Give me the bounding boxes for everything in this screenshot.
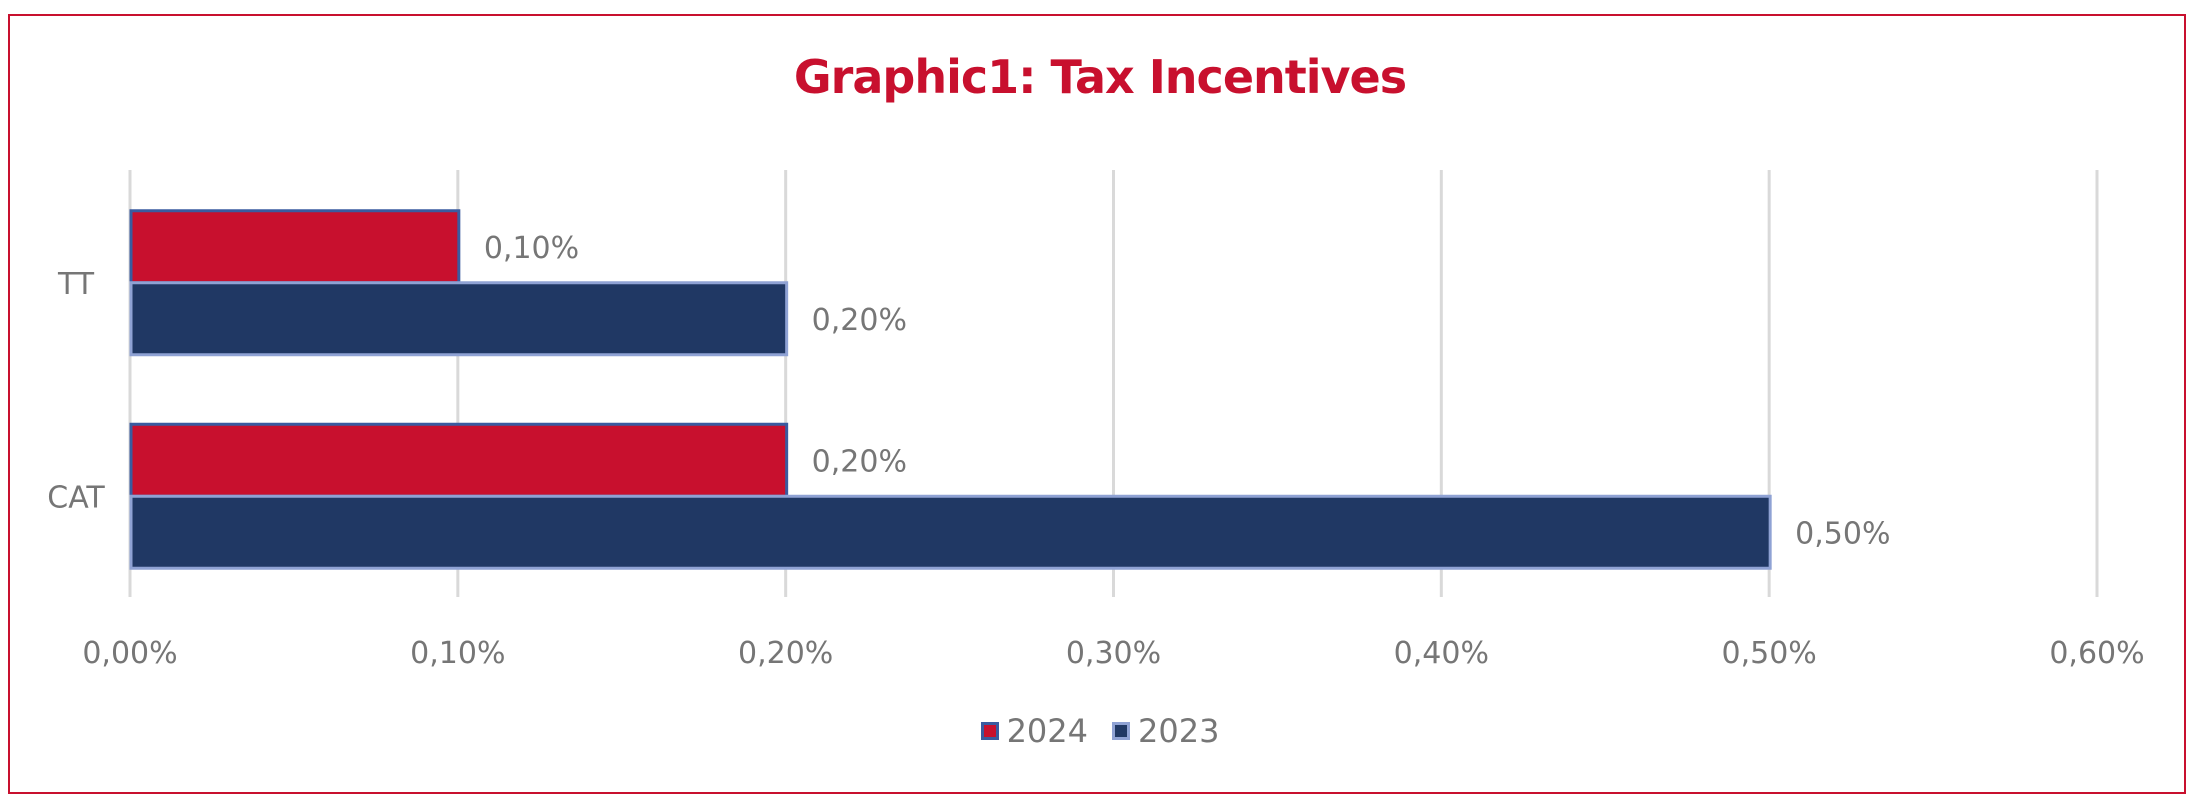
legend-item-2023[interactable]: 2023 bbox=[1112, 712, 1219, 750]
chart-title: Graphic1: Tax Incentives bbox=[793, 50, 1407, 104]
legend-swatch-2024 bbox=[980, 722, 999, 740]
legend-swatch-2023 bbox=[1112, 722, 1130, 740]
legend-label-2023: 2023 bbox=[1138, 712, 1220, 750]
chart-frame bbox=[8, 14, 2186, 794]
data-label-cat-2023: 0,50% bbox=[1795, 516, 1890, 551]
legend: 2024 2023 bbox=[0, 712, 2200, 750]
x-tick-label: 0,20% bbox=[738, 636, 833, 671]
data-labels: 0,10% 0,20% 0,20% 0,50% bbox=[484, 231, 1891, 552]
x-tick-label: 0,30% bbox=[1066, 636, 1161, 671]
bar-tt-2024[interactable] bbox=[129, 209, 461, 285]
x-tick-label: 0,00% bbox=[82, 636, 177, 671]
category-labels: TT CAT bbox=[47, 267, 105, 516]
x-tick-labels: 0,00% 0,10% 0,20% 0,30% 0,40% 0,50% 0,60% bbox=[82, 636, 2144, 671]
data-label-cat-2024: 0,20% bbox=[812, 444, 907, 479]
data-label-tt-2023: 0,20% bbox=[812, 303, 907, 338]
x-tick-label: 0,10% bbox=[410, 636, 505, 671]
x-tick-label: 0,40% bbox=[1394, 636, 1489, 671]
bar-cat-2024[interactable] bbox=[129, 422, 789, 498]
bar-tt-2023[interactable] bbox=[129, 281, 789, 357]
legend-item-2024[interactable]: 2024 bbox=[980, 712, 1088, 750]
x-tick-label: 0,50% bbox=[1722, 636, 1817, 671]
bars bbox=[129, 209, 1772, 570]
data-label-tt-2024: 0,10% bbox=[484, 231, 579, 266]
x-tick-label: 0,60% bbox=[2049, 636, 2144, 671]
category-label-tt: TT bbox=[57, 267, 95, 302]
category-label-cat: CAT bbox=[47, 480, 105, 515]
legend-label-2024: 2024 bbox=[1006, 712, 1088, 750]
bar-cat-2023[interactable] bbox=[129, 494, 1772, 570]
